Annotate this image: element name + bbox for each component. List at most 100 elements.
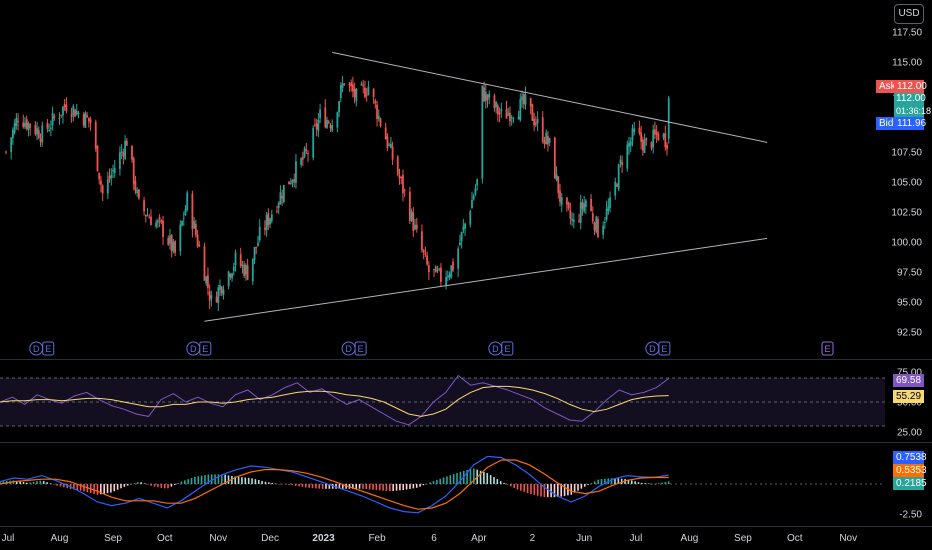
candle-down xyxy=(134,180,137,191)
macd-histogram-bar xyxy=(533,484,536,495)
macd-histogram-bar xyxy=(126,484,129,486)
candle-down xyxy=(148,217,151,219)
candle-up xyxy=(614,181,617,196)
time-tick-label: Jul xyxy=(630,533,643,544)
macd-histogram-bar xyxy=(536,484,539,496)
candle-up xyxy=(234,252,237,266)
candle-up xyxy=(222,289,225,296)
macd-histogram-bar xyxy=(530,484,532,494)
candle-down xyxy=(533,118,536,126)
candle-down xyxy=(160,219,163,223)
macd-histogram-bar xyxy=(405,484,408,490)
candle-down xyxy=(37,130,40,139)
time-tick-label: 2023 xyxy=(312,533,335,544)
trendline xyxy=(204,237,768,322)
candle-up xyxy=(603,222,606,224)
dividend-marker-label: D xyxy=(33,344,40,354)
candle-up xyxy=(181,221,183,226)
macd-histogram-bar xyxy=(473,468,475,484)
candle-up xyxy=(75,111,78,115)
macd-histogram-bar xyxy=(667,481,670,484)
candle-up xyxy=(279,192,282,205)
candle-down xyxy=(421,231,423,251)
rsi-ma-line xyxy=(0,385,669,417)
macd-histogram-bar xyxy=(254,479,257,484)
candle-up xyxy=(524,94,527,105)
macd-histogram-bar xyxy=(46,482,48,484)
candle-down xyxy=(364,87,366,98)
macd-histogram-bar xyxy=(355,484,358,489)
candle-down xyxy=(267,213,270,226)
macd-histogram-bar xyxy=(305,484,307,488)
candle-up xyxy=(572,219,575,222)
macd-histogram-bar xyxy=(634,481,636,484)
candle-up xyxy=(602,225,605,235)
macd-histogram-bar xyxy=(328,484,331,489)
earnings-marker-label: E xyxy=(358,344,364,354)
macd-histogram-bar xyxy=(523,484,526,492)
earnings-marker-label: E xyxy=(661,344,667,354)
candle-up xyxy=(469,211,472,225)
candle-down xyxy=(215,296,218,303)
candle-down xyxy=(158,217,161,220)
candle-up xyxy=(633,128,636,132)
macd-histogram-bar xyxy=(486,473,489,484)
candle-down xyxy=(101,185,104,194)
macd-histogram-bar xyxy=(594,481,596,484)
candle-down xyxy=(137,189,140,199)
candle-up xyxy=(184,208,187,216)
candle-up xyxy=(277,203,280,209)
candle-up xyxy=(251,258,254,282)
candle-down xyxy=(541,117,544,142)
candle-down xyxy=(645,137,648,141)
candle-down xyxy=(384,127,387,140)
candle-down xyxy=(557,176,560,193)
earnings-marker xyxy=(501,341,514,356)
time-tick-label: Sep xyxy=(734,533,752,544)
candle-down xyxy=(412,212,415,231)
candle-up xyxy=(536,119,539,124)
candle-up xyxy=(112,169,114,172)
candle-down xyxy=(25,119,28,129)
candle-down xyxy=(386,136,389,148)
macd-histogram-bar xyxy=(644,483,647,484)
macd-histogram-bar xyxy=(227,475,230,484)
candle-up xyxy=(476,179,479,186)
currency-button[interactable]: USD xyxy=(894,4,924,24)
candle-up xyxy=(169,235,171,244)
macd-histogram-bar xyxy=(257,480,260,484)
candle-up xyxy=(510,116,513,118)
candle-down xyxy=(293,179,296,182)
candle-up xyxy=(631,128,634,141)
macd-histogram-bar xyxy=(26,482,28,484)
macd-histogram-bar xyxy=(399,484,401,491)
candle-down xyxy=(94,121,97,149)
candle-up xyxy=(331,125,334,131)
candle-down xyxy=(391,146,394,160)
macd-histogram-bar xyxy=(456,472,458,484)
candle-down xyxy=(60,114,63,116)
candle-up xyxy=(265,215,268,231)
candle-up xyxy=(377,115,380,119)
candle-down xyxy=(329,125,332,128)
macd-histogram-bar xyxy=(469,469,472,484)
candle-up xyxy=(450,265,453,278)
candle-down xyxy=(578,220,580,222)
macd-histogram-bar xyxy=(194,476,196,484)
price-tick-label: 102.50 xyxy=(891,208,922,219)
time-tick-label: Nov xyxy=(839,533,857,544)
macd-histogram-bar xyxy=(220,474,223,484)
candle-up xyxy=(257,242,259,246)
candle-up xyxy=(27,122,30,130)
candle-up xyxy=(179,224,182,252)
candle-down xyxy=(483,87,485,102)
macd-histogram-bar xyxy=(271,482,273,484)
candle-up xyxy=(36,128,38,135)
macd-histogram-bar xyxy=(425,483,428,485)
candle-down xyxy=(593,222,596,231)
macd-histogram-bar xyxy=(385,484,388,491)
rsi-tick-label: 50.00 xyxy=(897,398,922,409)
macd-histogram-bar xyxy=(442,477,445,484)
